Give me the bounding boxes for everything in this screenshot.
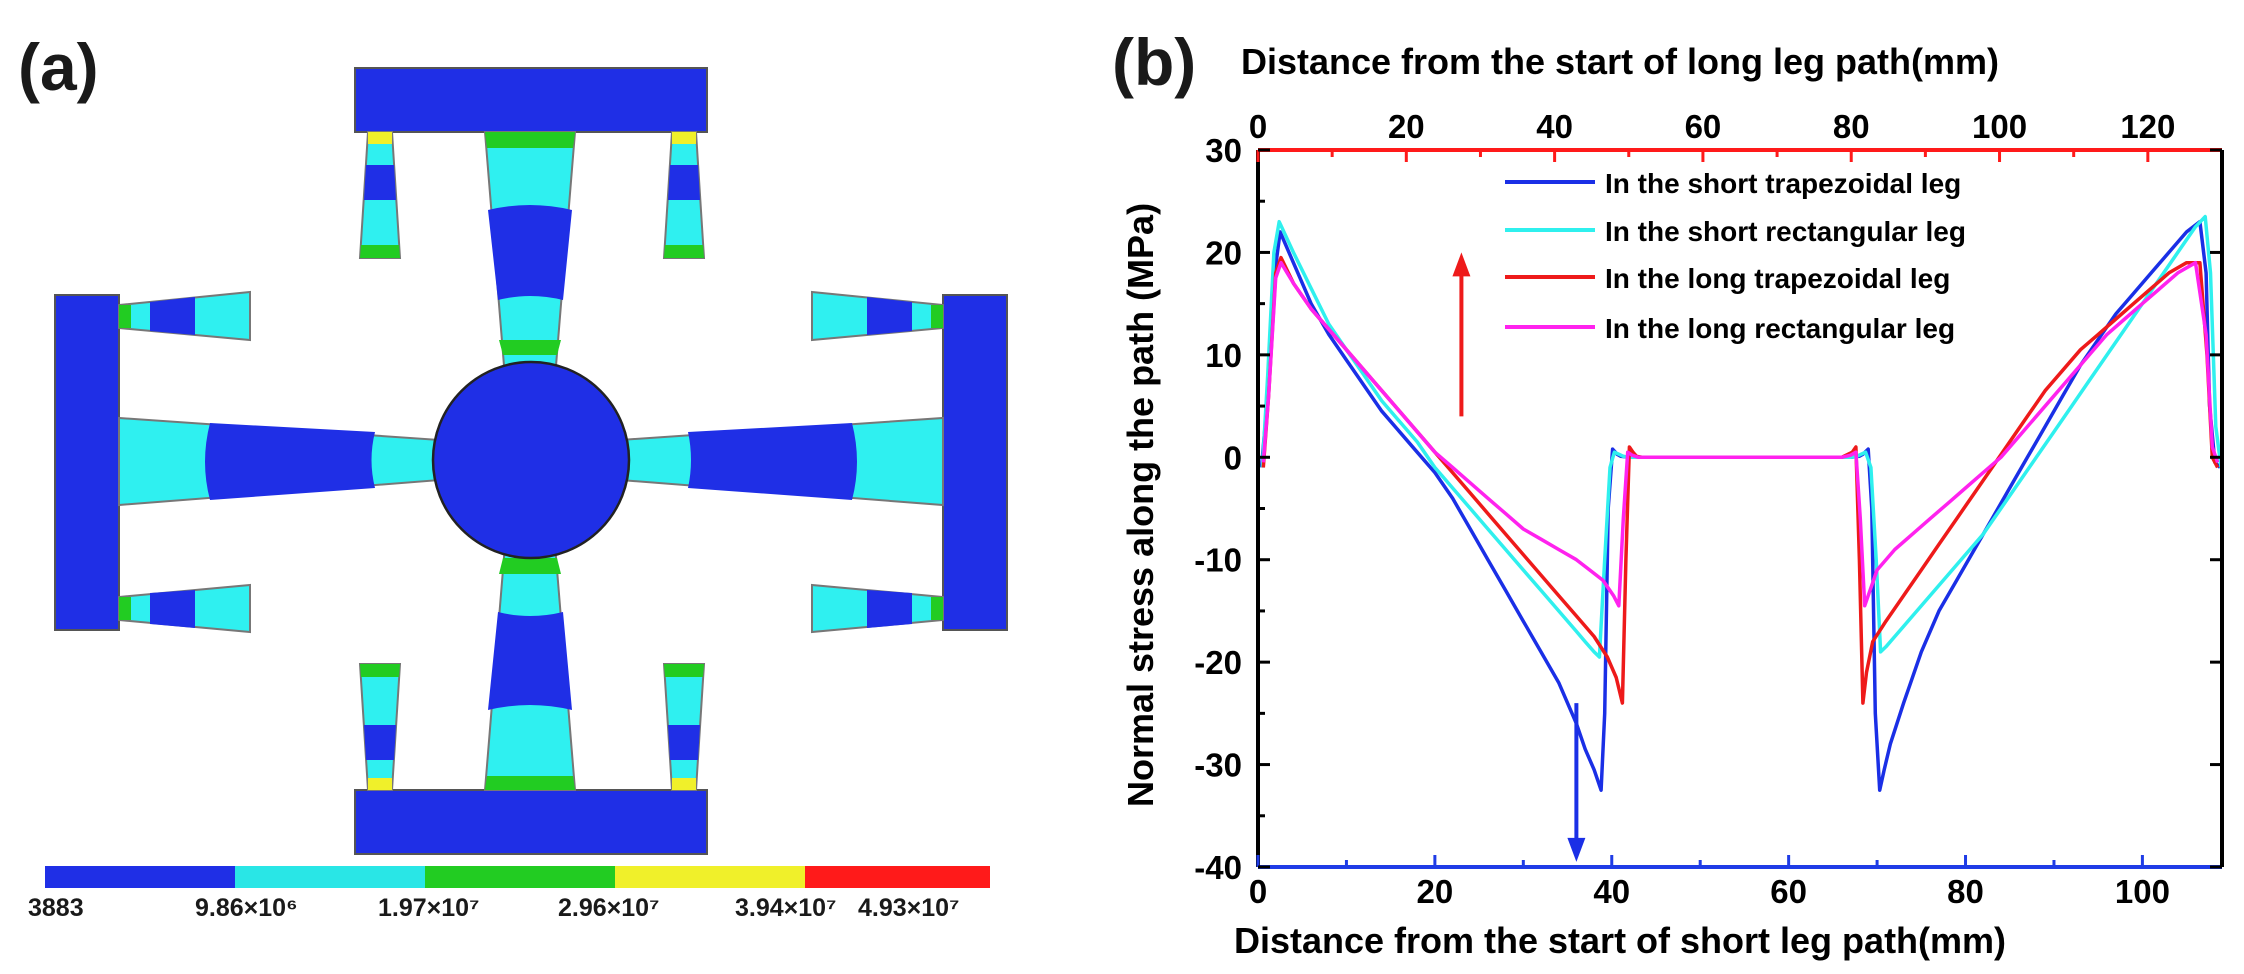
- colorbar-label: 3883: [28, 894, 84, 922]
- bottom-x-tick-label: 20: [1417, 873, 1454, 910]
- panel-b: (b) Distance from the start of long leg …: [1112, 25, 2224, 961]
- bottom-x-tick-label: 80: [1947, 873, 1984, 910]
- panel-a-label: (a): [18, 30, 99, 104]
- legend-label: In the long rectangular leg: [1605, 313, 1955, 344]
- top-x-axis-title: Distance from the start of long leg path…: [1241, 41, 1999, 82]
- legend: In the short trapezoidal leg In the shor…: [1505, 168, 1966, 344]
- left-anchor-block: [54, 294, 120, 631]
- annotation-arrow-head: [1452, 252, 1471, 277]
- right-anchor-block: [942, 294, 1008, 631]
- legend-label: In the short rectangular leg: [1605, 216, 1966, 247]
- top-x-tick-label: 0: [1249, 108, 1267, 145]
- legend-label: In the long trapezoidal leg: [1605, 263, 1950, 294]
- colorbar-label: 4.93×10⁷: [858, 894, 959, 922]
- plot-axes: [1256, 148, 2224, 869]
- colorbar-label: 1.97×10⁷: [378, 894, 479, 922]
- top-right-short-leg: [662, 131, 706, 259]
- plot-annotations: [1452, 252, 1586, 862]
- legend-label: In the short trapezoidal leg: [1605, 168, 1961, 199]
- panel-a: (a): [18, 30, 1008, 922]
- bottom-x-tick-label: 40: [1593, 873, 1630, 910]
- top-left-short-leg: [358, 131, 402, 259]
- y-axis-title: Normal stress along the path (MPa): [1120, 203, 1161, 807]
- series-line-in-the-short-trapezoidal-leg: [1259, 219, 2222, 792]
- colorbar-segment: [235, 866, 425, 888]
- panel-b-label: (b): [1112, 25, 1196, 99]
- bottom-x-tick-label: 100: [2115, 873, 2170, 910]
- left-lower-short-leg: [118, 583, 251, 634]
- top-x-tick-label: 120: [2120, 108, 2175, 145]
- y-tick-label: 20: [1205, 234, 1242, 271]
- top-x-tick-label: 100: [1972, 108, 2027, 145]
- top-long-leg: [483, 131, 577, 379]
- top-x-tick-label: 20: [1388, 108, 1425, 145]
- bottom-x-tick-label: 0: [1249, 873, 1267, 910]
- colorbar-segment: [805, 866, 990, 888]
- top-anchor-block: [354, 67, 708, 133]
- right-upper-short-leg: [811, 290, 944, 342]
- plot-curves: [1259, 214, 2223, 792]
- bottom-left-short-leg: [358, 663, 402, 791]
- colorbar-segment: [45, 866, 235, 888]
- y-tick-label: -40: [1194, 849, 1242, 886]
- left-upper-short-leg: [118, 290, 251, 342]
- colorbar: 3883 9.86×10⁶ 1.97×10⁷ 2.96×10⁷ 3.94×10⁷…: [28, 866, 990, 922]
- bottom-x-axis-title: Distance from the start of short leg pat…: [1234, 920, 2006, 961]
- bottom-x-tick-label: 60: [1770, 873, 1807, 910]
- central-disc: [431, 360, 631, 560]
- annotation-arrow-head: [1567, 837, 1586, 862]
- series-line-in-the-long-rectangular-leg: [1261, 260, 2220, 608]
- top-x-tick-label: 40: [1536, 108, 1573, 145]
- fea-contour-model: [54, 67, 1008, 855]
- y-tick-label: 10: [1205, 337, 1242, 374]
- left-long-leg: [118, 416, 441, 507]
- colorbar-label: 9.86×10⁶: [195, 894, 298, 922]
- y-tick-label: -20: [1194, 644, 1242, 681]
- colorbar-label: 2.96×10⁷: [558, 894, 659, 922]
- bottom-long-leg: [483, 544, 577, 791]
- colorbar-segment: [615, 866, 805, 888]
- y-tick-label: 30: [1205, 132, 1242, 169]
- right-lower-short-leg: [811, 583, 944, 634]
- y-tick-label: -10: [1194, 542, 1242, 579]
- top-x-tick-label: 60: [1685, 108, 1722, 145]
- top-x-tick-label: 80: [1833, 108, 1870, 145]
- y-tick-label: 0: [1224, 439, 1242, 476]
- bottom-anchor-block: [354, 789, 708, 855]
- y-tick-label: -30: [1194, 747, 1242, 784]
- right-long-leg: [619, 416, 944, 507]
- colorbar-segment: [425, 866, 615, 888]
- bottom-right-short-leg: [662, 663, 706, 791]
- colorbar-label: 3.94×10⁷: [735, 894, 836, 922]
